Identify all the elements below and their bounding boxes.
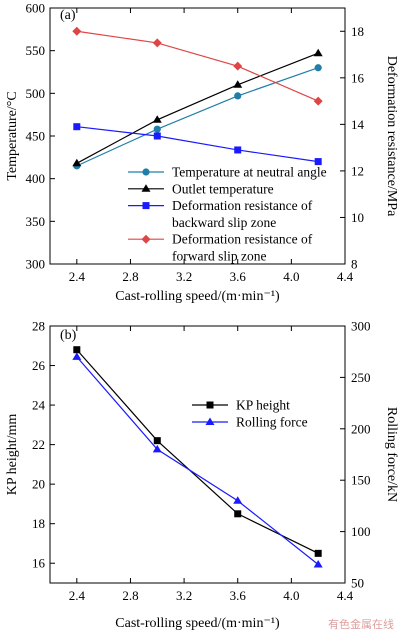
x-axis-label: Cast-rolling speed/(m·min⁻¹) <box>115 289 280 304</box>
y2-axis-label: Deformation resistance/MPa <box>384 56 399 217</box>
data-point <box>152 444 162 453</box>
y-tick-label: 22 <box>32 437 45 452</box>
series-line <box>76 52 319 164</box>
x-tick-label: 3.6 <box>230 588 247 603</box>
data-point <box>233 496 243 504</box>
data-point <box>313 48 323 57</box>
data-point <box>233 80 243 88</box>
y2-tick-label: 12 <box>351 163 364 178</box>
legend-label: Deformation resistance of <box>172 232 313 247</box>
data-point <box>152 115 162 123</box>
y2-tick-label: 18 <box>351 24 364 39</box>
legend-marker <box>205 417 215 425</box>
x-axis-label: Cast-rolling speed/(m·min⁻¹) <box>115 616 280 631</box>
legend-label: KP height <box>236 398 290 413</box>
x-tick-label: 4.4 <box>337 269 354 284</box>
data-point <box>153 125 161 133</box>
y2-tick-label: 14 <box>351 117 365 132</box>
panel-label: (a) <box>60 8 76 23</box>
y2-tick-label: 100 <box>351 524 371 539</box>
legend-marker <box>142 168 150 176</box>
y-tick-label: 26 <box>32 358 46 373</box>
data-point <box>314 549 322 557</box>
y-tick-label: 18 <box>32 516 45 531</box>
data-point <box>234 510 242 518</box>
data-point <box>234 92 242 100</box>
data-point <box>153 132 161 140</box>
x-tick-label: 2.4 <box>69 588 86 603</box>
data-point <box>72 352 82 360</box>
y-tick-label: 600 <box>26 1 46 16</box>
series-line <box>76 356 319 565</box>
y-tick-label: 350 <box>26 214 46 229</box>
legend-marker <box>142 202 150 210</box>
legend-marker <box>141 234 151 244</box>
y2-tick-label: 10 <box>351 210 364 225</box>
y2-tick-label: 200 <box>351 421 371 436</box>
data-point <box>72 26 82 36</box>
data-point <box>313 96 323 106</box>
y-tick-label: 550 <box>26 43 46 58</box>
y-tick-label: 450 <box>26 129 46 144</box>
y-tick-label: 20 <box>32 477 45 492</box>
y2-tick-label: 8 <box>351 257 358 272</box>
series-line <box>76 30 319 102</box>
y2-axis-label: Rolling force/kN <box>384 407 399 502</box>
legend-label: Rolling force <box>236 415 308 430</box>
data-point <box>314 64 322 72</box>
y2-tick-label: 250 <box>351 370 371 385</box>
data-point <box>73 346 81 354</box>
series-line <box>76 349 319 554</box>
panel-label: (b) <box>60 328 77 343</box>
y2-tick-label: 16 <box>351 70 365 85</box>
data-point <box>313 559 323 568</box>
legend-label: backward slip zone <box>172 215 276 230</box>
chart-panel-b: 2.4 2.8 3.2 3.6 4.0 4.4 16 18 20 22 24 26 28 50 100 150… <box>5 319 399 632</box>
legend-label: Deformation resistance of <box>172 198 313 213</box>
y-tick-label: 24 <box>32 398 46 413</box>
y2-tick-label: 150 <box>351 473 371 488</box>
x-tick-label: 2.4 <box>69 269 86 284</box>
data-point <box>72 158 82 167</box>
legend: KP height Rolling force <box>192 398 308 430</box>
data-point <box>234 146 242 154</box>
y-axis-label: KP height/mm <box>5 414 20 496</box>
data-point <box>233 61 243 71</box>
legend-marker <box>206 401 214 409</box>
data-point <box>152 38 162 48</box>
x-tick-label: 4.0 <box>283 269 299 284</box>
chart-panel-a: 2.4 2.8 3.2 3.6 4.0 4.4 300 350 400 450 500 550 600 8… <box>5 1 399 305</box>
y-tick-label: 400 <box>26 171 46 186</box>
y2-tick-label: 300 <box>351 319 371 334</box>
legend-label: forward slip zone <box>172 249 266 264</box>
y-tick-label: 16 <box>32 556 46 571</box>
data-point <box>73 123 81 131</box>
legend-label: Temperature at neutral angle <box>172 165 327 180</box>
x-tick-label: 3.6 <box>230 269 247 284</box>
series-line <box>76 67 319 167</box>
legend-marker <box>141 184 151 192</box>
plot-frame <box>49 325 346 584</box>
data-point <box>153 437 161 445</box>
y2-tick-label: 50 <box>351 576 364 591</box>
x-tick-label: 4.0 <box>283 588 299 603</box>
y-tick-label: 300 <box>26 257 46 272</box>
series-line <box>76 126 319 163</box>
y-tick-label: 500 <box>26 86 46 101</box>
x-tick-label: 3.2 <box>176 269 192 284</box>
y-axis-label: Temperature/°C <box>5 91 20 180</box>
legend-label: Outlet temperature <box>172 181 274 196</box>
y-tick-label: 28 <box>32 319 45 334</box>
data-point <box>314 158 322 166</box>
x-tick-label: 3.2 <box>176 588 192 603</box>
x-tick-label: 4.4 <box>337 588 354 603</box>
x-tick-label: 2.8 <box>122 269 138 284</box>
watermark-text: 有色金属在线 <box>328 617 394 631</box>
x-tick-label: 2.8 <box>122 588 138 603</box>
